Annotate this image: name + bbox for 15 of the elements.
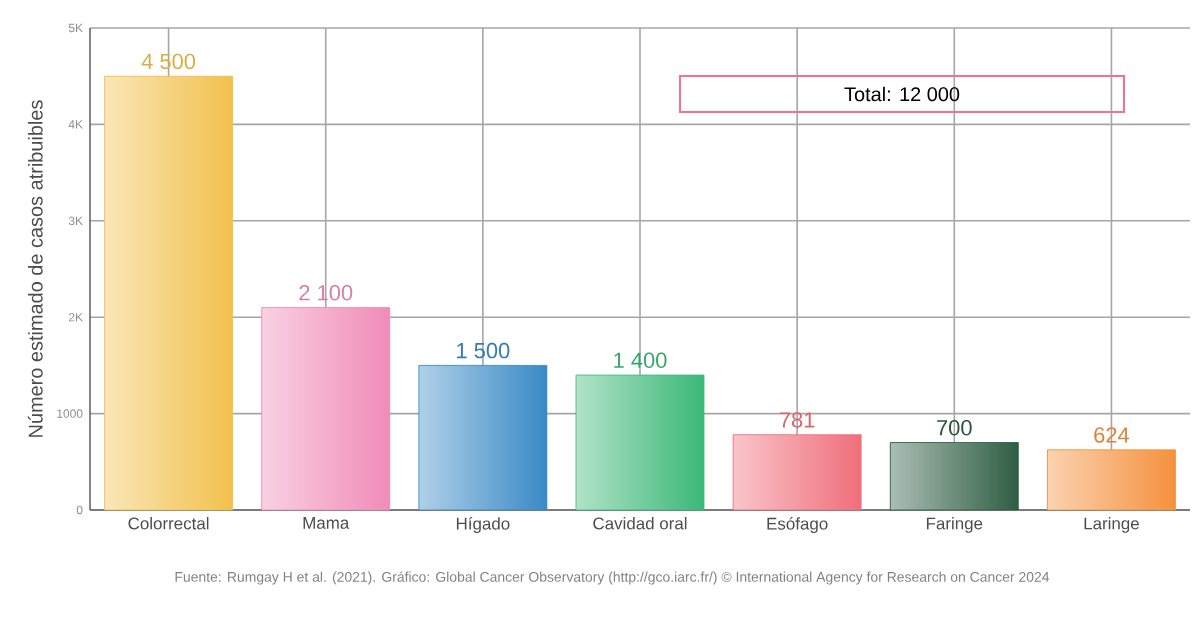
data-label: 624 xyxy=(1094,427,1130,443)
x-tick-label: Faringe xyxy=(926,517,983,533)
x-tick-label: Colorrectal xyxy=(128,517,209,530)
data-label: 781 xyxy=(779,412,815,428)
x-tick-label: Mama xyxy=(303,517,350,529)
x-tick-label: Cavidad oral xyxy=(593,517,687,530)
annotation: Total: 12 000 xyxy=(844,86,960,102)
data-label: 700 xyxy=(937,419,972,436)
y-axis-title: Número estimado de casos atribuibles xyxy=(27,100,43,437)
x-tick-label: Laringe xyxy=(1084,517,1139,533)
data-label: 1 400 xyxy=(614,352,667,368)
x-tick-label: Hígado xyxy=(456,517,510,534)
data-label: 1 500 xyxy=(457,342,510,359)
data-label: 4 500 xyxy=(141,53,196,70)
x-tick-label: Esófago xyxy=(767,517,828,534)
